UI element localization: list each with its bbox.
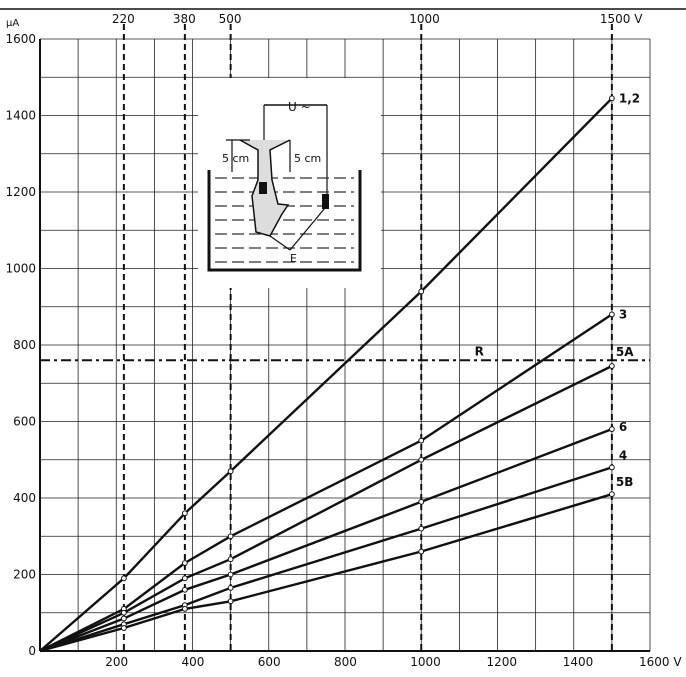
y-tick-label: 1400 (5, 109, 36, 123)
x-tick-label: 1600 V (639, 655, 682, 669)
electrode-label: E (290, 252, 297, 265)
series-line-3 (39, 313, 613, 653)
x-tick-label: 1200 (487, 655, 518, 669)
top-axis-label: 220 (112, 12, 135, 26)
field-line-left (269, 235, 291, 251)
series-label: 5A (616, 345, 634, 359)
series-label: 3 (619, 307, 627, 321)
data-point (120, 609, 127, 616)
series-label: 4 (619, 448, 627, 462)
data-point (418, 548, 425, 555)
x-tick-label: 800 (334, 655, 357, 669)
water-tank (207, 170, 362, 272)
inset-background (198, 78, 381, 288)
top-axis-label: 1500 V (600, 12, 643, 26)
series-line-5B (39, 493, 613, 653)
voltage-label: U ~ (288, 100, 311, 114)
data-point (120, 615, 127, 622)
x-tick-label: 600 (258, 655, 281, 669)
top-axis-label: 1000 (409, 12, 440, 26)
data-point (608, 426, 615, 433)
field-line-right (289, 207, 326, 251)
top-axis-label: 500 (219, 12, 242, 26)
data-point (181, 575, 188, 582)
x-tick-label: 400 (182, 655, 205, 669)
series-label: 1,2 (619, 91, 640, 105)
data-point (120, 575, 127, 582)
top-axis-label: 380 (173, 12, 196, 26)
data-point (181, 586, 188, 593)
x-tick-label: 1000 (410, 655, 441, 669)
y-unit-label: µA (6, 18, 19, 29)
data-point (227, 571, 234, 578)
data-point (227, 533, 234, 540)
grid (39, 38, 651, 652)
series-label: 6 (619, 420, 627, 434)
y-tick-label: 200 (13, 568, 36, 582)
y-tick-label: 1600 (5, 32, 36, 46)
x-tick-label: 1400 (563, 655, 594, 669)
data-point (227, 468, 234, 475)
data-point (227, 598, 234, 605)
data-point (418, 456, 425, 463)
electrode-in-hand (259, 182, 267, 194)
y-tick-label: 400 (13, 491, 36, 505)
reference-line-label: R (475, 344, 484, 358)
data-point (418, 437, 425, 444)
electrode-in-water (322, 194, 329, 209)
data-point (181, 560, 188, 566)
data-point (608, 95, 615, 102)
series-label: 5B (616, 475, 634, 489)
data-point (608, 363, 615, 369)
data-point (418, 498, 425, 505)
depth-right-label: 5 cm (294, 152, 321, 165)
depth-left-label: 5 cm (222, 152, 249, 165)
tick-labels: 200 400 600 800 1000 1200 1400 1600 V 200 400 600 8… (5, 12, 682, 669)
data-point (418, 525, 425, 532)
series: 1,2 3 5A 6 4 5B (39, 91, 640, 653)
data-point (181, 606, 188, 612)
y-tick-label: 1200 (5, 185, 36, 199)
y-tick-label: 0 (28, 644, 36, 658)
data-point (608, 491, 615, 498)
series-line-4 (39, 466, 613, 653)
data-point (120, 625, 127, 631)
series-line-6 (39, 427, 613, 653)
data-point (227, 556, 234, 563)
y-tick-label: 600 (13, 415, 36, 429)
y-tick-label: 1000 (5, 262, 36, 276)
data-point (181, 510, 188, 517)
inset-diagram: U ~ 5 cm 5 cm E (198, 78, 381, 288)
series-line-5A (39, 364, 613, 653)
data-point (418, 288, 425, 295)
x-tick-label: 200 (105, 655, 128, 669)
data-point (608, 464, 615, 471)
y-tick-label: 800 (13, 338, 36, 352)
data-point (227, 584, 234, 591)
data-point (608, 311, 615, 318)
series-line-1,2 (39, 97, 613, 652)
